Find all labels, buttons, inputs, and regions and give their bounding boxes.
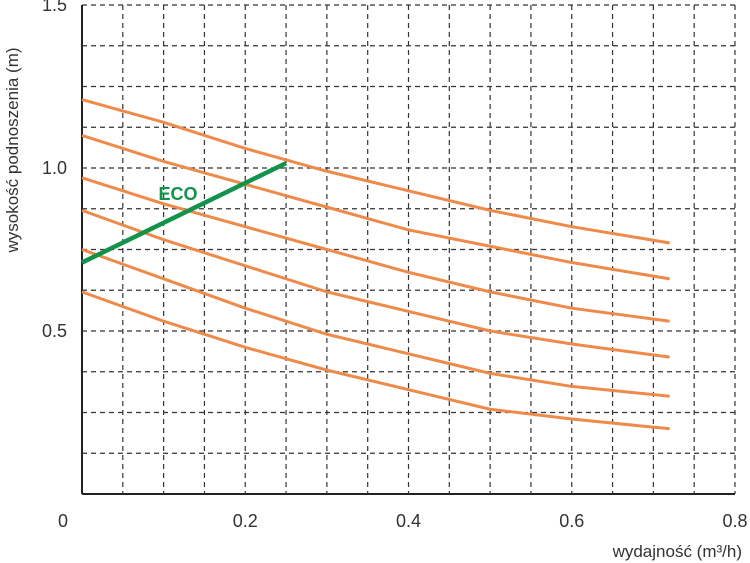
pump-curve [81,208,670,359]
y-tick-label: 1.0 [42,158,67,178]
x-tick-label: 0 [58,511,68,531]
eco-label: ECO [158,184,197,204]
pump-curve [81,248,670,398]
y-tick-label: 0.5 [42,321,67,341]
eco-line [81,161,288,265]
pump-curve [81,176,670,323]
y-tick-label: 1.5 [42,0,67,15]
pump-curve [81,290,670,431]
pump-curve [81,98,670,245]
y-axis-title: wysokość podnoszenia (m) [3,47,22,253]
x-tick-label: 0.2 [233,511,258,531]
x-tick-label: 0.8 [722,511,747,531]
x-tick-label: 0.4 [396,511,421,531]
x-tick-label: 0.6 [559,511,584,531]
x-axis-title: wydajność (m³/h) [612,542,742,561]
pump-curve [81,133,670,281]
